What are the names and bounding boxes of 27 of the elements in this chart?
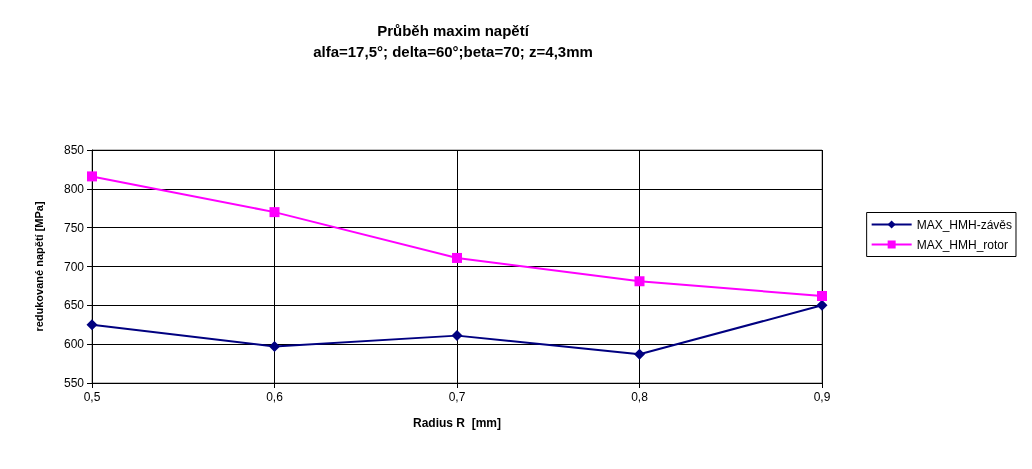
chart-title: Průběh maxim napětí bbox=[377, 22, 530, 39]
y-tick-label: 750 bbox=[63, 220, 85, 235]
x-tick-label: 0,5 bbox=[83, 390, 101, 404]
x-tick-label: 0,9 bbox=[813, 390, 831, 404]
point bbox=[817, 291, 827, 302]
y-tick-label: 650 bbox=[63, 298, 85, 313]
x-axis-title: Radius R [mm] bbox=[412, 416, 502, 430]
chart-subtitle: alfa=17,5°; delta=60°;beta=70; z=4,3mm bbox=[313, 43, 593, 60]
point bbox=[452, 252, 462, 263]
x-tick-label: 0,6 bbox=[266, 390, 284, 404]
point bbox=[634, 348, 645, 360]
point bbox=[634, 276, 645, 287]
y-tick-label: 700 bbox=[63, 259, 85, 274]
x-tick-label: 0,8 bbox=[631, 390, 649, 404]
point bbox=[86, 319, 98, 331]
point bbox=[451, 330, 463, 342]
x-tick-label: 0,7 bbox=[448, 390, 466, 404]
y-axis-title: redukované napětí [MPa] bbox=[32, 201, 45, 332]
y-tick-label: 550 bbox=[63, 376, 85, 390]
y-tick-label: 800 bbox=[63, 181, 85, 196]
point bbox=[87, 171, 97, 182]
point bbox=[269, 207, 280, 218]
legend-label: MAX_HMH_rotor bbox=[916, 237, 1009, 252]
y-tick-label: 850 bbox=[63, 143, 85, 157]
y-tick-label: 600 bbox=[63, 337, 85, 352]
point bbox=[269, 341, 280, 352]
legend-label: MAX_HMH-závěs bbox=[916, 217, 1013, 232]
